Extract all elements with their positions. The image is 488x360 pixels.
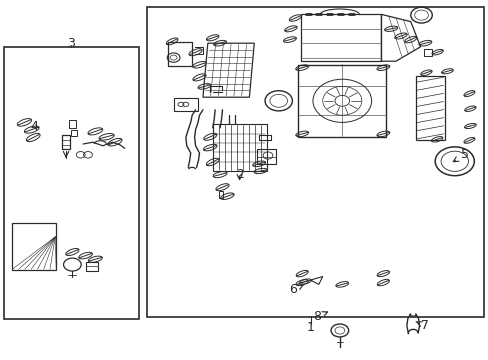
Text: 8: 8	[312, 310, 327, 323]
Bar	[86, 262, 98, 271]
Bar	[71, 130, 77, 136]
Text: 3: 3	[67, 37, 75, 50]
Text: 7: 7	[415, 319, 428, 332]
Bar	[167, 42, 192, 66]
Bar	[219, 191, 223, 198]
Bar	[424, 49, 430, 56]
Text: 2: 2	[235, 168, 243, 181]
Text: 5: 5	[452, 148, 468, 162]
Bar	[4, 47, 139, 319]
Text: 4: 4	[30, 120, 38, 132]
Text: 6: 6	[289, 283, 303, 296]
Bar	[415, 76, 444, 140]
Text: 1: 1	[306, 321, 314, 334]
Bar	[174, 98, 197, 111]
Bar	[212, 124, 266, 171]
Bar	[146, 7, 483, 317]
Bar	[61, 135, 70, 149]
Bar	[256, 149, 276, 164]
Bar	[69, 120, 76, 128]
